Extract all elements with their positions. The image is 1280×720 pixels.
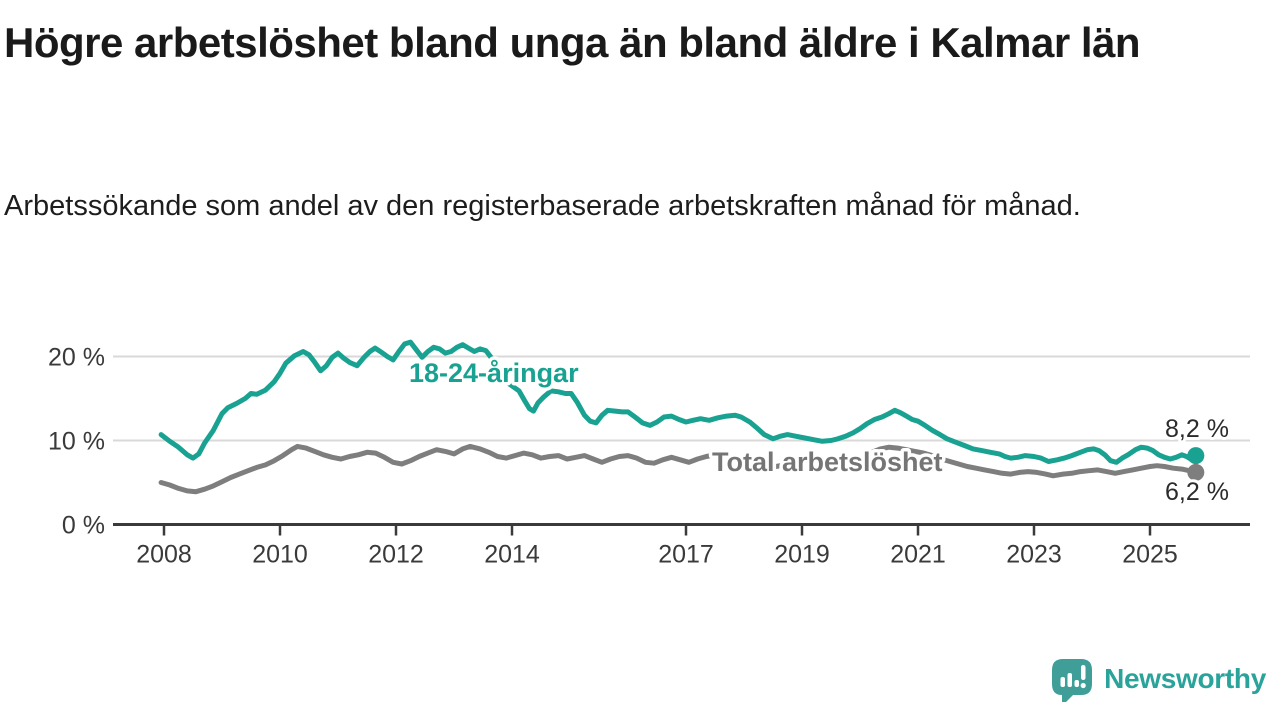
- series-end-dot-youth: [1187, 447, 1205, 465]
- chart-subtitle: Arbetssökande som andel av den registerb…: [4, 190, 1081, 222]
- series-line-youth: [158, 339, 1199, 465]
- end-value-label-total: 6,2 %: [1165, 478, 1229, 506]
- newsworthy-logo-text: Newsworthy: [1104, 663, 1266, 694]
- newsworthy-branding: Newsworthy: [1049, 656, 1266, 702]
- logo-exclamation-bar: [1081, 665, 1086, 680]
- x-axis-label: 2025: [1122, 541, 1178, 569]
- x-axis-label: 2012: [368, 541, 424, 569]
- x-axis-label: 2010: [252, 541, 308, 569]
- y-axis-label: 10 %: [48, 428, 105, 456]
- logo-bar-1: [1060, 677, 1066, 687]
- x-axis-label: 2023: [1006, 541, 1062, 569]
- chart-title: Högre arbetslöshet bland unga än bland ä…: [4, 19, 1141, 66]
- y-axis-label: 0 %: [62, 512, 105, 540]
- series-label-total: Total arbetslöshet: [712, 447, 943, 477]
- logo-bar-3: [1074, 680, 1080, 687]
- series-label-youth: 18-24-åringar: [409, 358, 579, 388]
- x-axis-label: 2021: [890, 541, 946, 569]
- end-value-label-youth: 8,2 %: [1165, 415, 1229, 443]
- x-axis-label: 2014: [484, 541, 540, 569]
- x-axis-label: 2019: [774, 541, 830, 569]
- logo-exclamation-dot: [1080, 682, 1086, 689]
- y-axis-label: 20 %: [48, 344, 105, 372]
- series-end-dot-total: [1187, 463, 1205, 481]
- series-line-total: [158, 443, 1199, 495]
- newsworthy-logo-icon: [1052, 659, 1093, 702]
- x-axis-label: 2017: [658, 541, 714, 569]
- x-axis-label: 2008: [136, 541, 192, 569]
- logo-bar-2: [1067, 673, 1073, 687]
